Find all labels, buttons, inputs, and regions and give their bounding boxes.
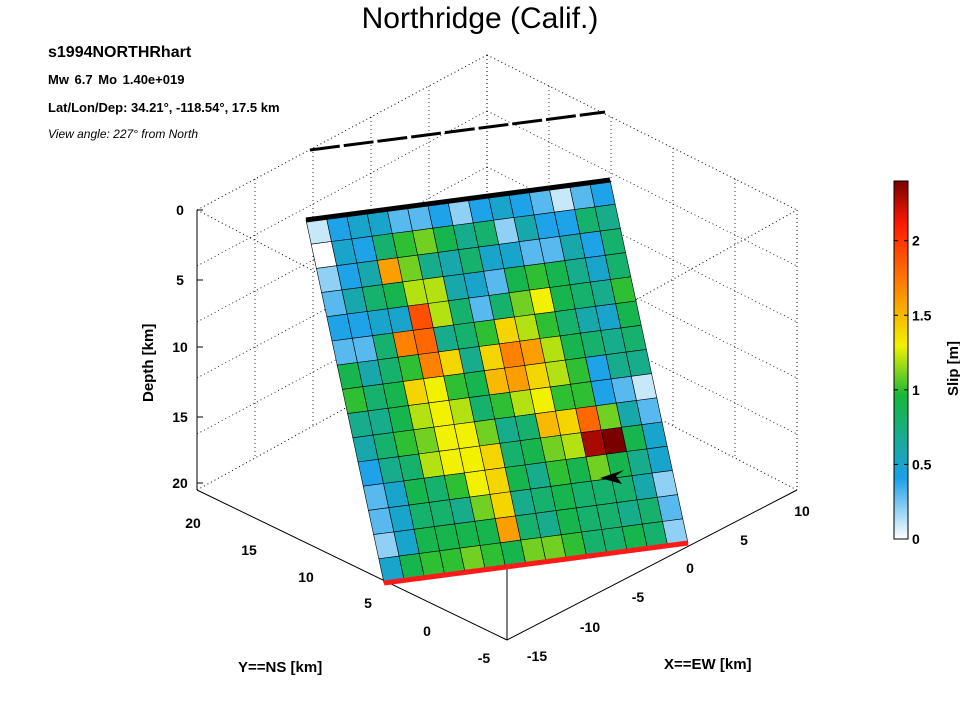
tick-label: 5: [176, 272, 184, 288]
tick-label: 0: [423, 623, 431, 639]
tick-label: 10: [298, 569, 314, 585]
view-angle-label: View angle: 227° from North: [48, 127, 198, 141]
ew-axis-label: X==EW [km]: [664, 656, 752, 673]
ew-axis-ticks: -15 -10 -5 0 5 10: [527, 503, 810, 664]
surface-trace-line: [309, 110, 606, 152]
tick-label: 5: [740, 532, 748, 548]
chart-title: Northridge (Calif.): [361, 2, 599, 35]
ns-axis-ticks: 20 15 10 5 0 -5: [185, 515, 490, 666]
slip-grid: [305, 179, 689, 584]
tick-label: 15: [241, 542, 257, 558]
tick-label: 2: [912, 233, 920, 249]
tick-label: 0: [686, 560, 694, 576]
tick-label: -5: [478, 650, 491, 666]
tick-label: 5: [364, 595, 372, 611]
ns-axis-label: Y==NS [km]: [238, 659, 322, 676]
colorbar-label: Slip [m]: [945, 341, 960, 396]
magnitude-moment-label: Mw 6.7 Mo 1.40e+019: [48, 72, 185, 87]
tick-label: 15: [172, 409, 188, 425]
tick-label: 0: [912, 531, 920, 547]
tick-label: 10: [794, 503, 810, 519]
tick-label: 1: [912, 382, 920, 398]
event-id-label: s1994NORTHRhart: [48, 44, 192, 61]
tick-label: 0: [176, 202, 184, 218]
tick-label: -10: [580, 619, 600, 635]
depth-axis-label: Depth [km]: [140, 324, 157, 402]
colorbar-ticks: 0 0.5 1 1.5 2: [894, 233, 932, 547]
colorbar: [893, 180, 909, 540]
tick-label: 20: [185, 515, 201, 531]
tick-label: -5: [632, 589, 645, 605]
tick-label: -15: [527, 648, 547, 664]
tick-label: 0.5: [912, 456, 932, 472]
depth-axis-ticks: 0 5 10 15 20: [172, 202, 203, 491]
location-depth-label: Lat/Lon/Dep: 34.21°, -118.54°, 17.5 km: [48, 100, 280, 115]
fault-bottom-edge: [383, 540, 689, 586]
fault-top-edge: [305, 177, 611, 223]
tick-label: 10: [172, 339, 188, 355]
hypocenter-star-icon: [600, 470, 624, 484]
tick-label: 20: [172, 475, 188, 491]
tick-label: 1.5: [912, 307, 932, 323]
